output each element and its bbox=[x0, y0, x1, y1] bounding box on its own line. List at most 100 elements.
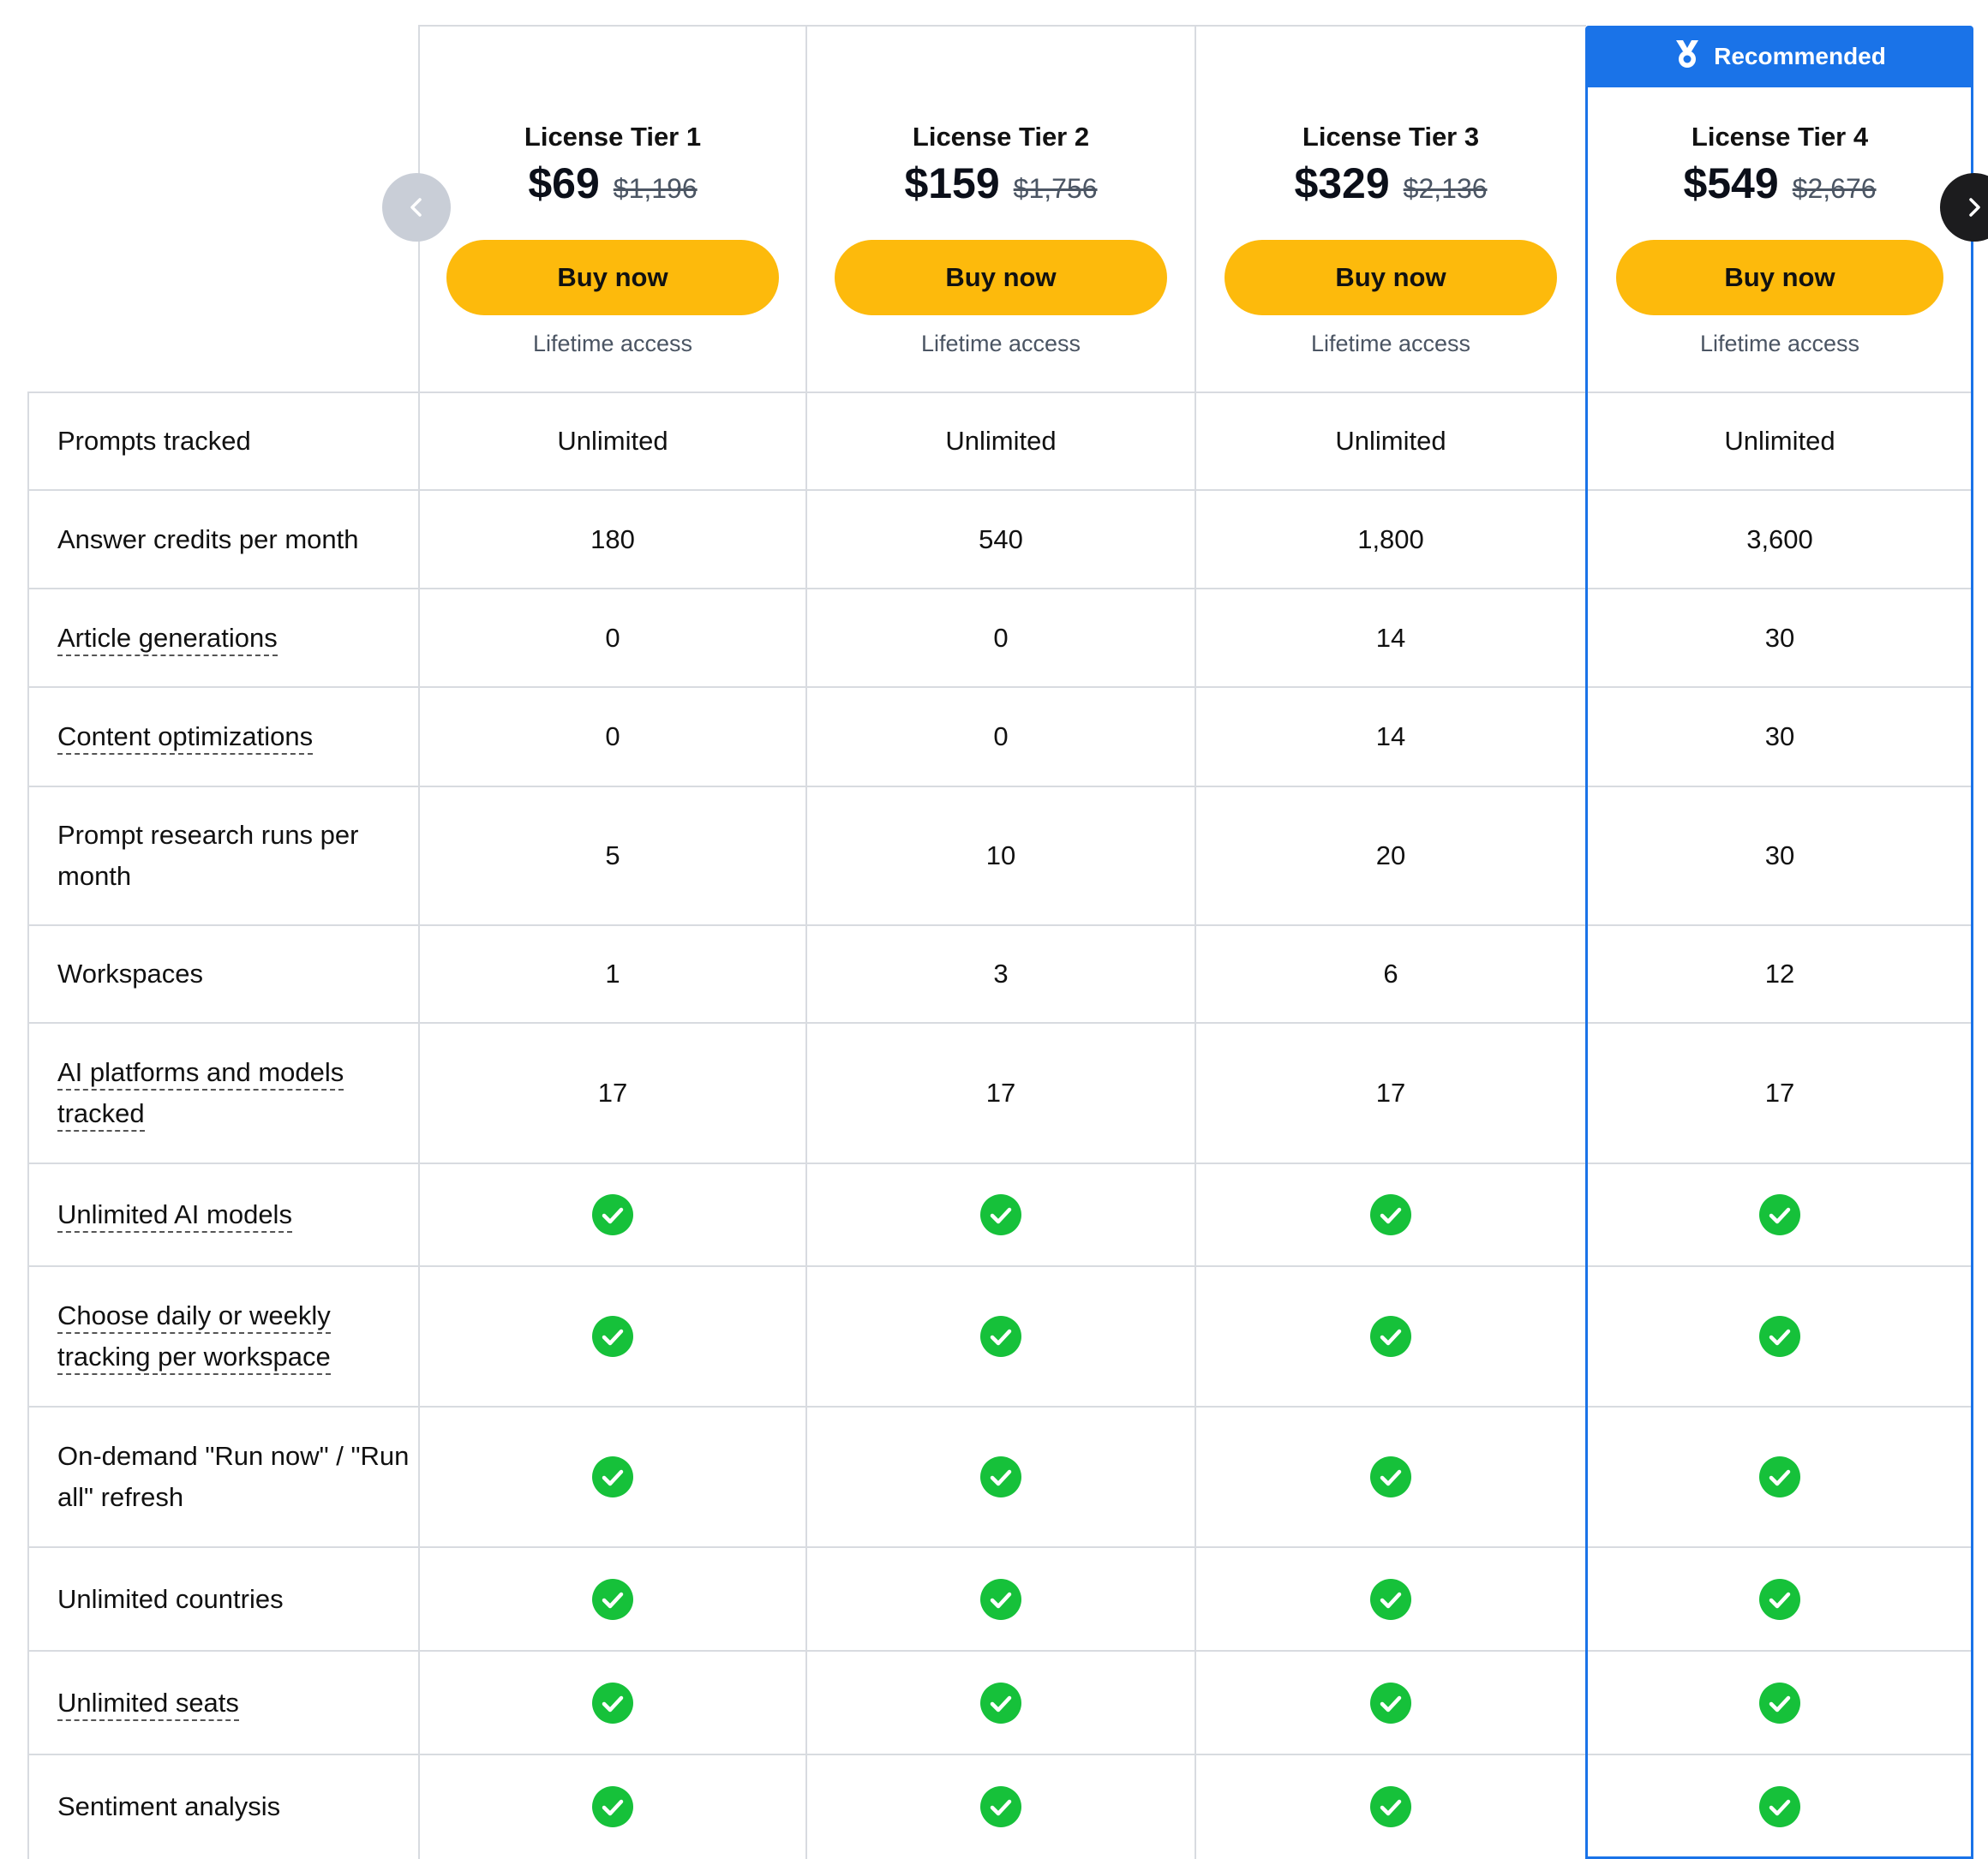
feature-label[interactable]: Article generations bbox=[57, 618, 417, 659]
feature-value: 17 bbox=[985, 1078, 1016, 1108]
row-divider bbox=[28, 1265, 1973, 1267]
feature-value: 10 bbox=[985, 840, 1016, 870]
feature-label-text: Prompt research runs per month bbox=[57, 820, 359, 891]
column-divider bbox=[1195, 26, 1196, 1859]
feature-value: 1 bbox=[605, 959, 620, 989]
row-divider bbox=[28, 1650, 1973, 1652]
buy-now-button[interactable]: Buy now bbox=[446, 240, 779, 315]
feature-label-text: Sentiment analysis bbox=[57, 1791, 281, 1821]
feature-value: Unlimited bbox=[1335, 426, 1446, 456]
check-circle-icon bbox=[592, 1578, 633, 1620]
feature-label[interactable]: Unlimited seats bbox=[57, 1683, 417, 1724]
feature-value-cell: Unlimited bbox=[1195, 392, 1586, 490]
feature-label: Sentiment analysis bbox=[57, 1786, 417, 1827]
feature-value-cell bbox=[1586, 1163, 1973, 1266]
tier-name: License Tier 1 bbox=[524, 122, 702, 152]
feature-label: Prompt research runs per month bbox=[57, 815, 417, 897]
feature-row: Article generations 0 0 14 30 bbox=[28, 589, 1988, 687]
check-circle-icon bbox=[980, 1682, 1021, 1724]
feature-value-cell: 5 bbox=[419, 786, 806, 925]
feature-value: 0 bbox=[993, 622, 1009, 653]
feature-label-text: Unlimited seats bbox=[57, 1687, 239, 1721]
check-circle-icon bbox=[980, 1786, 1021, 1827]
feature-value-cell: 12 bbox=[1586, 925, 1973, 1023]
feature-value: 30 bbox=[1764, 840, 1795, 870]
check-circle-icon bbox=[1759, 1316, 1800, 1357]
tier-header-1: License Tier 1 $69 $1,196 Buy now Lifetime a… bbox=[419, 26, 806, 391]
tier-original-price: $2,676 bbox=[1792, 173, 1877, 204]
check-circle-icon bbox=[592, 1786, 633, 1827]
feature-value: Unlimited bbox=[557, 426, 668, 456]
feature-value: 0 bbox=[993, 721, 1009, 751]
check-circle-icon bbox=[1759, 1194, 1800, 1235]
feature-value: 17 bbox=[1375, 1078, 1406, 1108]
check-circle-icon bbox=[1370, 1194, 1411, 1235]
feature-value-cell bbox=[419, 1266, 806, 1407]
feature-value-cell: 3 bbox=[806, 925, 1195, 1023]
feature-label[interactable]: Content optimizations bbox=[57, 716, 417, 757]
check-circle-icon bbox=[592, 1194, 633, 1235]
check-circle-icon bbox=[1370, 1682, 1411, 1724]
buy-now-button[interactable]: Buy now bbox=[835, 240, 1167, 315]
price-row: $159 $1,756 bbox=[806, 158, 1195, 208]
row-divider bbox=[28, 1546, 1973, 1548]
lifetime-access-label: Lifetime access bbox=[920, 331, 1081, 356]
price-row: $69 $1,196 bbox=[419, 158, 806, 208]
feature-value: 180 bbox=[590, 523, 635, 554]
check-circle-icon bbox=[1370, 1578, 1411, 1620]
feature-value-cell: 17 bbox=[1195, 1023, 1586, 1163]
tier-price: $159 bbox=[904, 159, 1000, 207]
tier-name: License Tier 4 bbox=[1691, 122, 1869, 152]
row-divider bbox=[28, 1754, 1973, 1755]
feature-row: AI platforms and models tracked 17 17 17 17 bbox=[28, 1023, 1988, 1163]
feature-value-cell bbox=[1195, 1407, 1586, 1547]
feature-value-cell: 14 bbox=[1195, 687, 1586, 786]
feature-value-cell: 17 bbox=[1586, 1023, 1973, 1163]
feature-label: Unlimited countries bbox=[57, 1579, 417, 1620]
feature-value-cell: 0 bbox=[806, 589, 1195, 687]
check-circle-icon bbox=[1759, 1456, 1800, 1497]
feature-value: 20 bbox=[1375, 840, 1406, 870]
feature-value: 3 bbox=[993, 959, 1009, 989]
feature-row: Sentiment analysis bbox=[28, 1754, 1988, 1859]
column-divider bbox=[805, 26, 807, 1859]
table-left-border bbox=[27, 392, 29, 1859]
feature-value-cell bbox=[419, 1754, 806, 1859]
feature-value-cell bbox=[1586, 1651, 1973, 1754]
feature-label-text: Unlimited countries bbox=[57, 1583, 284, 1614]
lifetime-access-label: Lifetime access bbox=[532, 331, 693, 356]
feature-label[interactable]: AI platforms and models tracked bbox=[57, 1052, 417, 1134]
check-circle-icon bbox=[592, 1456, 633, 1497]
feature-label[interactable]: Unlimited AI models bbox=[57, 1194, 417, 1235]
tier-price: $549 bbox=[1683, 159, 1779, 207]
feature-value-cell: 1,800 bbox=[1195, 490, 1586, 589]
feature-value: 30 bbox=[1764, 622, 1795, 653]
feature-value-cell bbox=[806, 1407, 1195, 1547]
feature-value: 0 bbox=[605, 622, 620, 653]
feature-label-text: Workspaces bbox=[57, 959, 203, 989]
feature-value-cell: Unlimited bbox=[1586, 392, 1973, 490]
feature-row: Prompts tracked Unlimited Unlimited Unlimit… bbox=[28, 392, 1988, 490]
check-circle-icon bbox=[1759, 1682, 1800, 1724]
feature-value-cell bbox=[419, 1407, 806, 1547]
buy-now-button[interactable]: Buy now bbox=[1225, 240, 1557, 315]
feature-value: 0 bbox=[605, 721, 620, 751]
feature-value-cell bbox=[806, 1163, 1195, 1266]
feature-value-cell bbox=[1586, 1547, 1973, 1651]
feature-value: 5 bbox=[605, 840, 620, 870]
feature-value-cell bbox=[806, 1266, 1195, 1407]
previous-tiers-button[interactable] bbox=[382, 173, 451, 242]
feature-value-cell bbox=[1586, 1407, 1973, 1547]
feature-value: 3,600 bbox=[1746, 523, 1813, 554]
tier-original-price: $1,196 bbox=[613, 173, 698, 204]
check-circle-icon bbox=[1370, 1316, 1411, 1357]
next-tiers-button[interactable] bbox=[1940, 173, 1988, 242]
feature-value-cell bbox=[806, 1754, 1195, 1859]
buy-now-button[interactable]: Buy now bbox=[1616, 240, 1943, 315]
recommended-banner: Recommended bbox=[1586, 26, 1973, 87]
feature-label[interactable]: Choose daily or weekly tracking per work… bbox=[57, 1295, 417, 1378]
chevron-left-icon bbox=[410, 198, 422, 217]
feature-value-cell: 180 bbox=[419, 490, 806, 589]
recommended-label: Recommended bbox=[1714, 43, 1886, 69]
